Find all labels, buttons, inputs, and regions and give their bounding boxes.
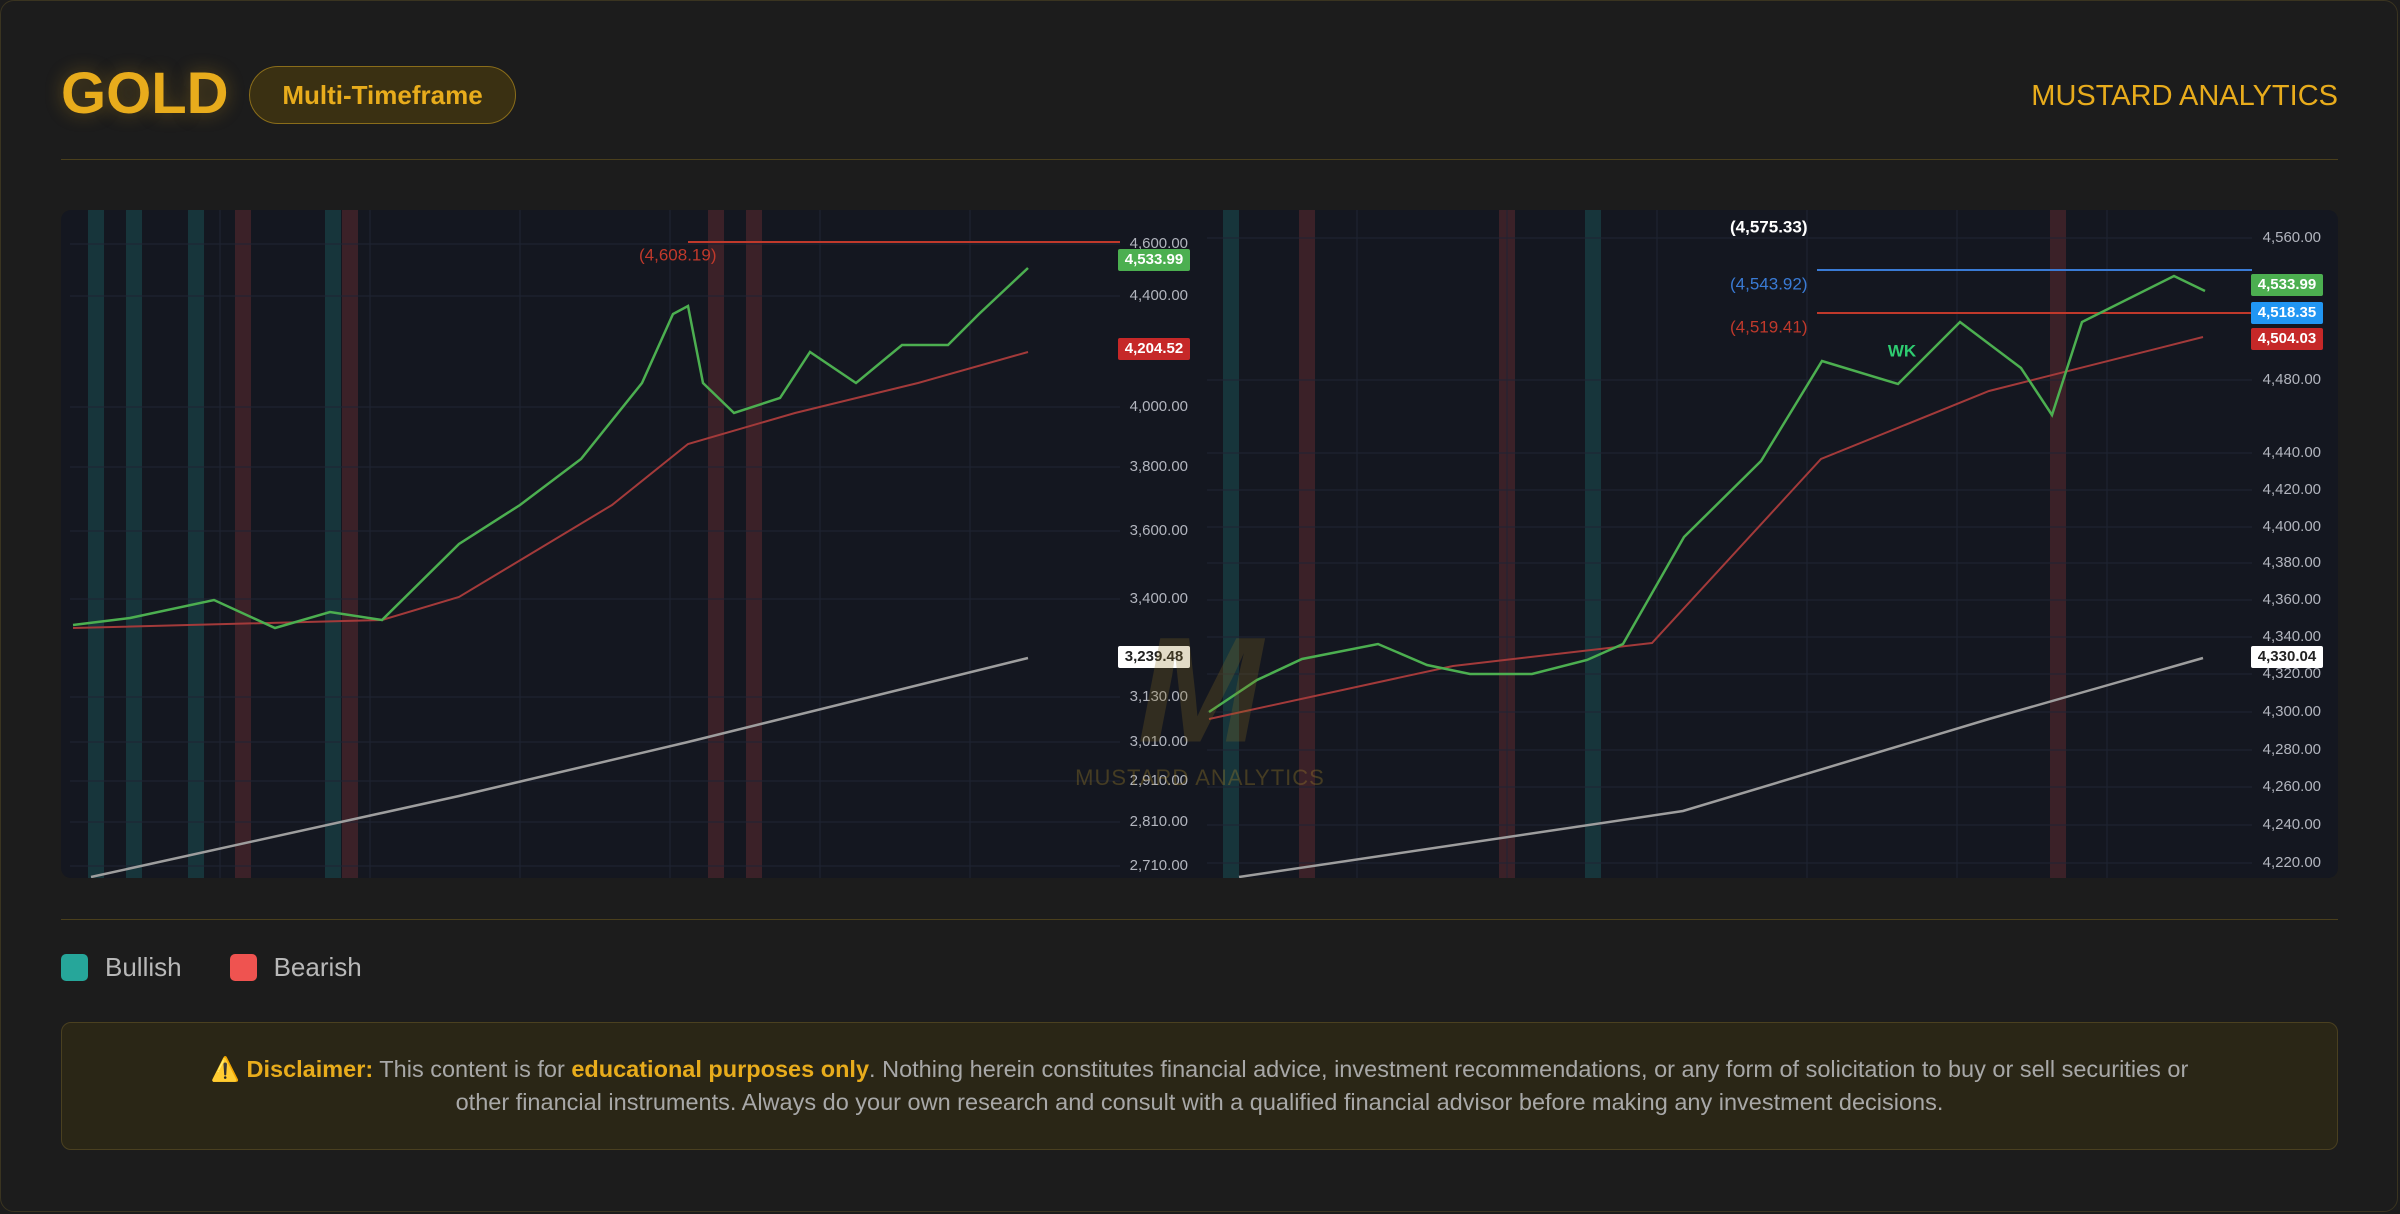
axis-label: 4,280.00 <box>2263 741 2321 758</box>
legend-swatch <box>61 954 88 981</box>
price-tag-label: 4,533.99 <box>1125 251 1183 268</box>
slow-ma <box>1238 656 2204 878</box>
disclaimer-emphasis: educational purposes only <box>571 1056 870 1082</box>
axis-label: 4,000.00 <box>1130 398 1188 415</box>
bear-band <box>2050 210 2066 878</box>
legend-swatch <box>229 954 257 981</box>
watermark: MUSTARD ANALYTICS <box>1075 765 1325 790</box>
axis-label: 4,340.00 <box>2263 628 2321 645</box>
axis-label: 3,010.00 <box>1130 733 1188 750</box>
axis-label: 4,320.00 <box>2263 665 2321 682</box>
axis-label: 4,300.00 <box>2263 703 2321 720</box>
legend-label: Bullish <box>105 952 182 982</box>
annotation: (4,519.41) <box>1730 317 1808 336</box>
disclaimer-label: Disclaimer: <box>246 1056 374 1082</box>
price-tag-label: 4,504.03 <box>2258 330 2316 347</box>
bear-band <box>746 210 762 878</box>
price-tag <box>1118 646 1190 668</box>
axis-label: 4,440.00 <box>2263 444 2321 461</box>
bull-band <box>188 210 204 878</box>
axis-label: 4,240.00 <box>2263 816 2321 833</box>
bull-band <box>1585 210 1601 878</box>
price-tag-label: 4,330.04 <box>2258 648 2317 665</box>
brand: MUSTARD ANALYTICS <box>2031 80 2338 112</box>
disclaimer-text: . Nothing herein constitutes financial a… <box>455 1056 2189 1115</box>
axis-label: 4,600.00 <box>1130 235 1188 252</box>
axis-label: 3,600.00 <box>1130 522 1188 539</box>
bear-band <box>1299 210 1315 878</box>
axis-label: 4,400.00 <box>2263 518 2321 535</box>
axis-label: 4,260.00 <box>2263 778 2321 795</box>
price <box>72 267 1029 630</box>
annotation: (4,543.92) <box>1730 274 1808 293</box>
price-tag <box>2251 274 2323 296</box>
legend-label: Bearish <box>273 952 362 982</box>
title: GOLD <box>61 61 229 126</box>
bull-band <box>1223 210 1239 878</box>
bear-band <box>235 210 251 878</box>
axis-label: 4,400.00 <box>1130 287 1188 304</box>
axis-label: 2,910.00 <box>1130 772 1188 789</box>
axis-label: 4,380.00 <box>2263 554 2321 571</box>
watermark-logo: M <box>1137 605 1263 774</box>
annotation: WK <box>1888 341 1917 360</box>
axis-label: 4,560.00 <box>2263 229 2321 246</box>
price-tag <box>1118 249 1190 271</box>
price-tag-label: 3,239.48 <box>1125 648 1183 665</box>
annotation: (4,575.33) <box>1730 217 1808 236</box>
price-tag <box>2251 302 2323 324</box>
price-tag-label: 4,518.35 <box>2258 304 2316 321</box>
legend-item: Bearish <box>229 952 362 983</box>
axis-label: 3,130.00 <box>1130 688 1188 705</box>
bear-band <box>342 210 358 878</box>
divider <box>61 159 2338 160</box>
bear-band <box>708 210 724 878</box>
badge: Multi-Timeframe <box>249 66 516 124</box>
axis-label: 2,810.00 <box>1130 813 1188 830</box>
price-tag <box>2251 646 2323 668</box>
price <box>1208 274 2206 714</box>
axis-label: 3,400.00 <box>1130 590 1188 607</box>
axis-label: 4,480.00 <box>2263 371 2321 388</box>
legend: Bullish Bearish <box>61 952 410 983</box>
disclaimer: ⚠️ Disclaimer: This content is for educa… <box>61 1022 2338 1150</box>
bull-band <box>88 210 104 878</box>
price-tag <box>1118 338 1190 360</box>
bull-band <box>126 210 142 878</box>
price-tag-label: 4,204.52 <box>1125 340 1183 357</box>
price-tag <box>2251 328 2323 350</box>
annotation: (4,608.19) <box>639 245 717 264</box>
ma <box>72 351 1029 629</box>
chart-panel: 4,600.00 4,400.00 4,000.00 3,800.00 3,600.00… <box>70 210 1190 878</box>
axis-label: 4,360.00 <box>2263 591 2321 608</box>
axis-label: 4,220.00 <box>2263 854 2321 871</box>
charts: 4,600.00 4,400.00 4,000.00 3,800.00 3,600.00… <box>61 210 2338 878</box>
disclaimer-text: This content is for <box>373 1056 572 1082</box>
chart-panel: 4,560.00 4,480.00 4,440.00 4,420.00 4,400.00… <box>1207 210 2323 878</box>
axis-label: 4,420.00 <box>2263 481 2321 498</box>
ma <box>1208 336 2204 720</box>
bull-band <box>325 210 341 878</box>
legend-item: Bullish <box>61 952 182 983</box>
axis-label: 2,710.00 <box>1130 857 1188 874</box>
price-tag-label: 4,533.99 <box>2258 276 2316 293</box>
slow-ma <box>90 656 1029 878</box>
divider <box>61 919 2338 920</box>
axis-label: 3,800.00 <box>1130 458 1188 475</box>
